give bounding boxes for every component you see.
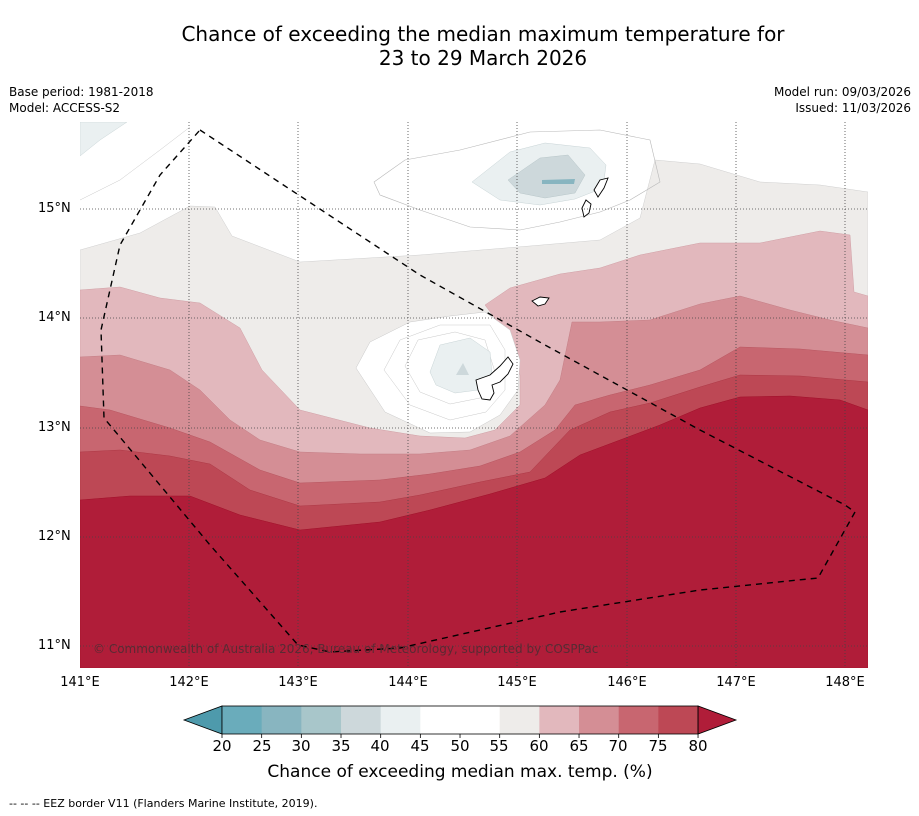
island-saipan xyxy=(593,177,609,198)
lon-label-141: 141°E xyxy=(60,675,100,690)
colorbar-tick-25: 25 xyxy=(252,737,272,755)
colorbar-tick-55: 55 xyxy=(489,737,509,755)
colorbar-tick-20: 20 xyxy=(212,737,232,755)
colorbar-tick-75: 75 xyxy=(648,737,668,755)
lon-label-144: 144°E xyxy=(388,675,428,690)
colorbar-tick-70: 70 xyxy=(608,737,628,755)
colorbar-tick-30: 30 xyxy=(291,737,311,755)
map-title: Chance of exceeding the median maximum t… xyxy=(0,22,919,70)
lon-label-147: 147°E xyxy=(716,675,756,690)
cool-patch-center-40 xyxy=(456,363,469,375)
cool-patch-northwest xyxy=(80,122,128,157)
lat-label-14: 14°N xyxy=(38,310,71,325)
island-guam xyxy=(475,356,514,401)
lon-label-143: 143°E xyxy=(278,675,318,690)
title-line-2: 23 to 29 March 2026 xyxy=(378,46,588,70)
island-tinian xyxy=(581,199,592,218)
lon-label-145: 145°E xyxy=(497,675,537,690)
colorbar-tick-50: 50 xyxy=(450,737,470,755)
colorbar-title: Chance of exceeding median max. temp. (%… xyxy=(267,762,653,782)
model-run: Model run: 09/03/2026 xyxy=(773,85,911,99)
meta-right: Model run: 09/03/2026 Issued: 11/03/2026 xyxy=(774,84,911,116)
colorbar-tick-80: 80 xyxy=(688,737,708,755)
lon-label-148: 148°E xyxy=(825,675,865,690)
colorbar-tick-65: 65 xyxy=(569,737,589,755)
map-plot-area xyxy=(80,122,868,668)
colorbar-tick-60: 60 xyxy=(529,737,549,755)
colorbar-tick-35: 35 xyxy=(331,737,351,755)
meta-left: Base period: 1981-2018 Model: ACCESS-S2 xyxy=(9,84,154,116)
lat-label-11: 11°N xyxy=(38,638,71,653)
band-above-80 xyxy=(80,395,868,668)
eez-border xyxy=(100,129,856,653)
issued-date: Issued: 11/03/2026 xyxy=(795,101,911,115)
lon-label-146: 146°E xyxy=(607,675,647,690)
lon-label-142: 142°E xyxy=(169,675,209,690)
gridlines xyxy=(80,122,868,668)
contour-line-north xyxy=(373,129,661,231)
model-name: Model: ACCESS-S2 xyxy=(9,101,121,115)
base-period: Base period: 1981-2018 xyxy=(9,85,154,99)
colorbar-tick-40: 40 xyxy=(370,737,390,755)
copyright-notice: © Commonwealth of Australia 2026, Bureau… xyxy=(93,642,599,656)
colorbar-tick-45: 45 xyxy=(410,737,430,755)
eez-footnote: -- -- -- EEZ border V11 (Flanders Marine… xyxy=(9,797,318,810)
title-line-1: Chance of exceeding the median maximum t… xyxy=(181,22,785,46)
lat-label-13: 13°N xyxy=(38,420,71,435)
cool-patch-north-40 xyxy=(507,154,586,199)
cool-patch-north-35 xyxy=(542,179,575,184)
lat-label-12: 12°N xyxy=(38,529,71,544)
lat-label-15: 15°N xyxy=(38,201,71,216)
island-rota xyxy=(531,296,550,307)
contour-line-northwest xyxy=(80,126,191,201)
